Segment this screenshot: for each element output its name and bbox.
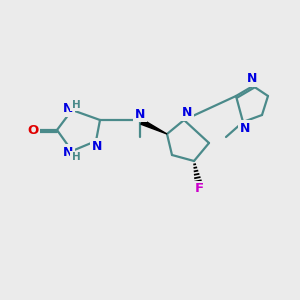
Polygon shape <box>141 120 167 134</box>
Text: N: N <box>63 146 73 158</box>
Text: H: H <box>72 152 80 162</box>
Text: N: N <box>240 122 250 134</box>
Text: N: N <box>63 103 73 116</box>
Text: H: H <box>72 100 80 110</box>
Text: O: O <box>27 124 39 136</box>
Text: F: F <box>194 182 204 196</box>
Text: N: N <box>135 107 145 121</box>
Text: N: N <box>92 140 102 152</box>
Text: N: N <box>247 73 257 85</box>
Text: N: N <box>182 106 192 119</box>
